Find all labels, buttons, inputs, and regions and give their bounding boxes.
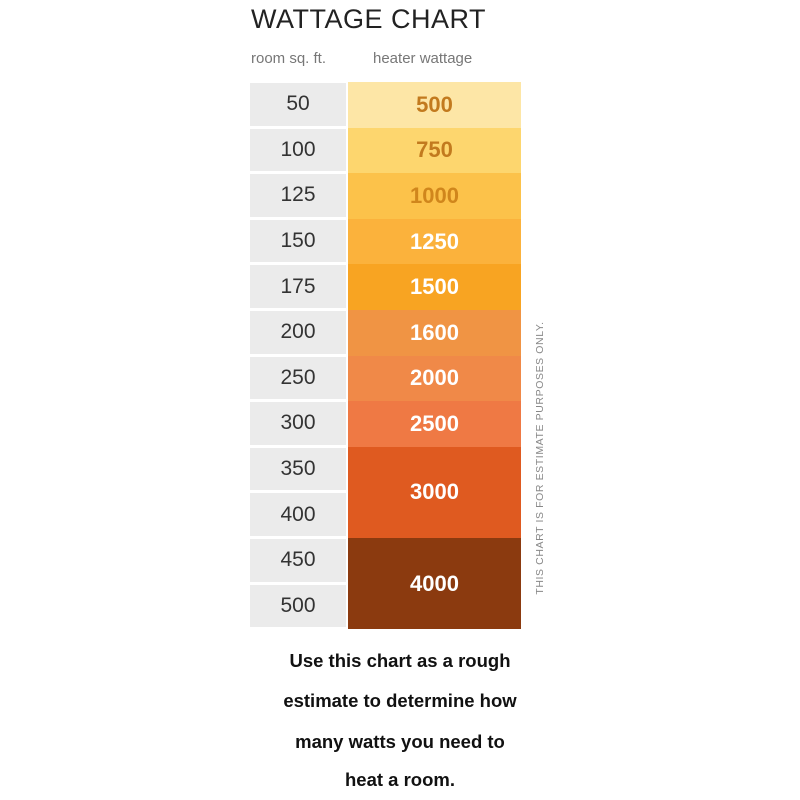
wattage-cell: 2500 bbox=[348, 401, 521, 447]
wattage-cell: 1000 bbox=[348, 173, 521, 219]
header-heater-wattage: heater wattage bbox=[373, 50, 473, 67]
wattage-cell: 1600 bbox=[348, 310, 521, 356]
caption-line: heat a room. bbox=[345, 769, 455, 790]
sqft-cell: 300 bbox=[250, 402, 346, 445]
caption-line: estimate to determine how bbox=[283, 690, 517, 711]
caption-line: many watts you need to bbox=[295, 731, 505, 752]
chart-title: WATTAGE CHART bbox=[251, 4, 486, 34]
sqft-cell: 50 bbox=[250, 83, 346, 126]
sqft-cell: 450 bbox=[250, 539, 346, 582]
sqft-cell: 125 bbox=[250, 174, 346, 217]
header-room-sqft: room sq. ft. bbox=[251, 50, 327, 67]
wattage-cell: 1250 bbox=[348, 218, 521, 265]
sqft-cell: 175 bbox=[250, 265, 346, 308]
wattage-cell: 3000 bbox=[348, 446, 521, 538]
wattage-cell: 1500 bbox=[348, 264, 521, 310]
sqft-cell: 350 bbox=[250, 447, 346, 491]
sqft-cell: 400 bbox=[250, 493, 346, 536]
wattage-cell: 500 bbox=[348, 82, 521, 128]
sqft-cell: 250 bbox=[250, 356, 346, 400]
sqft-cell: 100 bbox=[250, 128, 346, 172]
estimate-note: THIS CHART IS FOR ESTIMATE PURPOSES ONLY… bbox=[534, 321, 546, 595]
wattage-cell: 4000 bbox=[348, 538, 521, 630]
sqft-cell: 500 bbox=[250, 584, 346, 628]
caption-line: Use this chart as a rough bbox=[289, 650, 511, 671]
sqft-cell: 200 bbox=[250, 311, 346, 354]
wattage-cell: 2000 bbox=[348, 355, 521, 402]
wattage-cell: 750 bbox=[348, 127, 521, 174]
sqft-cell: 150 bbox=[250, 219, 346, 263]
